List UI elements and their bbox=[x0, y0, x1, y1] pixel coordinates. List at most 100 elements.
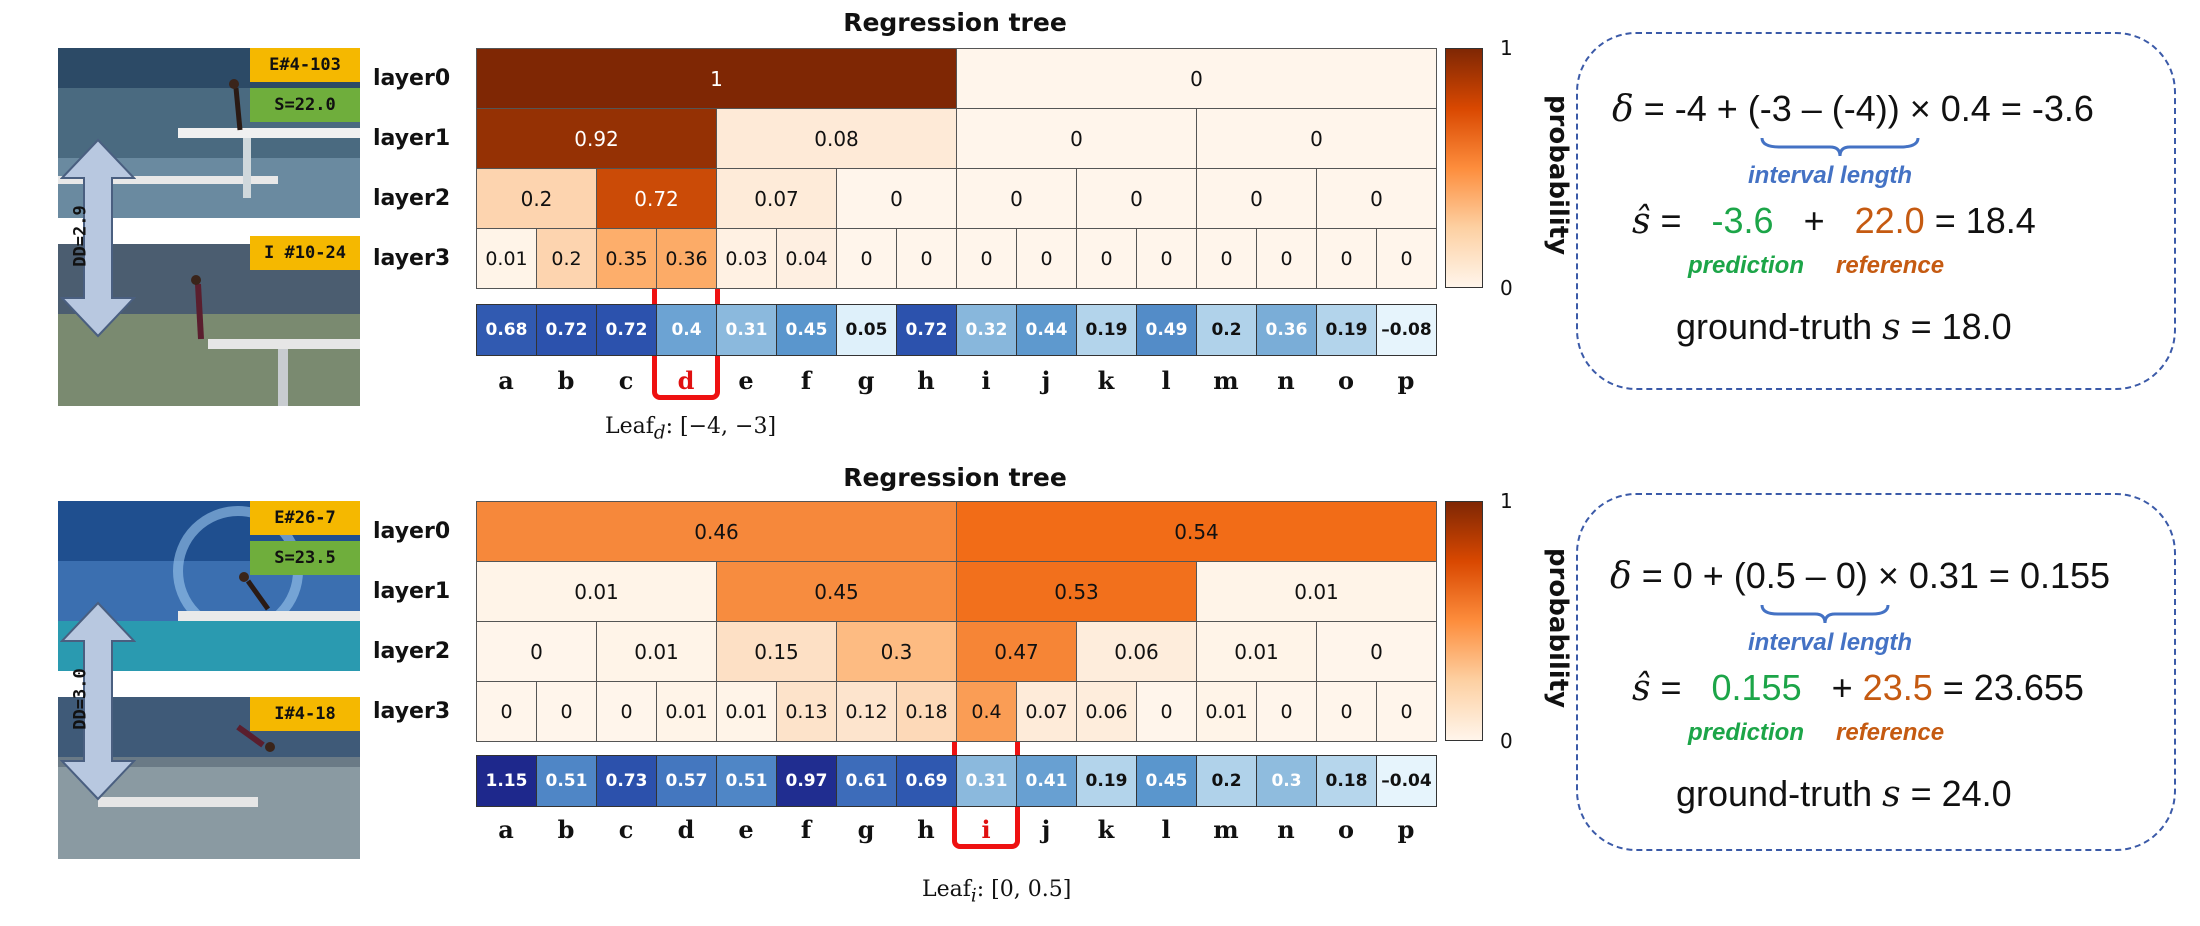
tree-node-cell: 0 bbox=[1316, 681, 1377, 742]
leaf-prediction-cell: –0.04 bbox=[1376, 755, 1437, 807]
leaf-letter: n bbox=[1277, 815, 1295, 844]
layer-label: layer3 bbox=[373, 245, 451, 271]
tree-node-cell: 0.53 bbox=[956, 561, 1197, 622]
leaf-letter: m bbox=[1213, 366, 1239, 395]
calculation-box bbox=[1576, 32, 2176, 390]
leaf-letter: f bbox=[800, 366, 812, 395]
leaf-prediction-cell: 0.45 bbox=[776, 304, 837, 356]
leaf-letter: k bbox=[1097, 366, 1115, 395]
tree-node-cell: 0 bbox=[1136, 228, 1197, 289]
leaf-prediction-cell: 0.61 bbox=[836, 755, 897, 807]
layer-label: layer2 bbox=[373, 185, 451, 211]
tree-title: Regression tree bbox=[843, 8, 1067, 37]
delta-equation: δ = -4 + (-3 – (-4)) × 0.4 = -3.6 bbox=[1612, 88, 2094, 130]
interval-length-label: interval length bbox=[1748, 629, 1913, 656]
layer-label: layer1 bbox=[373, 125, 451, 151]
tree-node-cell: 0.18 bbox=[896, 681, 957, 742]
panel-example-1: E#4-103 S=22.0 I #10-24 DD=2.9 Regressio… bbox=[58, 8, 2176, 443]
leaf-prediction-cell: 0.49 bbox=[1136, 304, 1197, 356]
leaf-prediction-cell: –0.08 bbox=[1376, 304, 1437, 356]
score-equation: ŝ = 0.155 + 23.5 = 23.655 bbox=[1632, 667, 2084, 709]
tree-node-cell: 0.01 bbox=[1196, 561, 1437, 622]
tree-node-cell: 0.01 bbox=[596, 621, 717, 682]
leaf-letter: c bbox=[618, 366, 634, 395]
reference-label: reference bbox=[1836, 719, 1945, 746]
colorbar-label: probability bbox=[1543, 547, 1574, 709]
leaf-interval-caption: Leafi: [0, 0.5] bbox=[922, 877, 1072, 907]
tree-node-cell: 0 bbox=[1316, 621, 1437, 682]
leaf-prediction-cell: 0.31 bbox=[956, 755, 1017, 807]
tree-node-cell: 0 bbox=[1256, 681, 1317, 742]
tree-node-cell: 0.47 bbox=[956, 621, 1077, 682]
leaf-letter: n bbox=[1277, 366, 1295, 395]
leaf-letter: j bbox=[1041, 815, 1051, 844]
tree-node-cell: 0.2 bbox=[476, 168, 597, 229]
colorbar bbox=[1445, 501, 1483, 741]
score-tag: S=22.0 bbox=[250, 88, 360, 122]
leaf-letter: g bbox=[857, 815, 875, 844]
leaf-prediction-cell: 0.05 bbox=[836, 304, 897, 356]
colorbar-min: 0 bbox=[1500, 729, 1513, 753]
input-tag: I#4-18 bbox=[250, 697, 360, 731]
tree-node-cell: 0.04 bbox=[776, 228, 837, 289]
layer-label: layer2 bbox=[373, 638, 451, 664]
leaf-letter: i bbox=[981, 815, 991, 844]
leaf-prediction-cell: 0.72 bbox=[536, 304, 597, 356]
tree-node-cell: 0 bbox=[1196, 168, 1317, 229]
leaf-prediction-cell: 0.72 bbox=[896, 304, 957, 356]
tree-node-cell: 0 bbox=[1376, 228, 1437, 289]
tree-node-cell: 0 bbox=[956, 108, 1197, 169]
tree-node-cell: 0 bbox=[476, 621, 597, 682]
tree-node-cell: 0.06 bbox=[1076, 681, 1137, 742]
exemplar-tag: E#26-7 bbox=[250, 501, 360, 535]
leaf-prediction-cell: 0.73 bbox=[596, 755, 657, 807]
tree-node-cell: 0 bbox=[596, 681, 657, 742]
colorbar bbox=[1445, 48, 1483, 288]
leaf-prediction-cell: 0.51 bbox=[536, 755, 597, 807]
tree-node-cell: 0 bbox=[1136, 681, 1197, 742]
tree-node-cell: 0 bbox=[1196, 108, 1437, 169]
leaf-letter: h bbox=[917, 366, 935, 395]
tree-node-cell: 0 bbox=[1256, 228, 1317, 289]
tree-node-cell: 0.13 bbox=[776, 681, 837, 742]
tree-node-cell: 0 bbox=[1316, 168, 1437, 229]
tree-node-cell: 0.01 bbox=[476, 228, 537, 289]
tree-node-cell: 0.45 bbox=[716, 561, 957, 622]
tree-node-cell: 0.01 bbox=[1196, 681, 1257, 742]
leaf-prediction-cell: 1.15 bbox=[476, 755, 537, 807]
leaf-letter: m bbox=[1213, 815, 1239, 844]
leaf-letter: l bbox=[1161, 815, 1171, 844]
leaf-letter: d bbox=[677, 815, 695, 844]
difficulty-arrow bbox=[60, 138, 136, 338]
leaf-letter: f bbox=[800, 815, 812, 844]
leaf-letter: g bbox=[857, 366, 875, 395]
leaf-letter: d bbox=[677, 366, 695, 395]
difficulty-arrow bbox=[60, 601, 136, 801]
leaf-prediction-cell: 0.45 bbox=[1136, 755, 1197, 807]
colorbar-max: 1 bbox=[1500, 36, 1513, 60]
difficulty-label: DD=2.9 bbox=[70, 205, 91, 267]
leaf-letter: c bbox=[618, 815, 634, 844]
tree-node-cell: 0 bbox=[836, 168, 957, 229]
tree-node-cell: 0 bbox=[1076, 228, 1137, 289]
layer-label: layer1 bbox=[373, 578, 451, 604]
leaf-letter: a bbox=[498, 815, 514, 844]
tree-node-cell: 0.01 bbox=[476, 561, 717, 622]
leaf-prediction-cell: 0.44 bbox=[1016, 304, 1077, 356]
layer-label: layer0 bbox=[373, 65, 451, 91]
leaf-prediction-cell: 0.68 bbox=[476, 304, 537, 356]
tree-node-cell: 0.4 bbox=[956, 681, 1017, 742]
leaf-prediction-cell: 0.36 bbox=[1256, 304, 1317, 356]
leaf-letter: k bbox=[1097, 815, 1115, 844]
leaf-prediction-cell: 0.31 bbox=[716, 304, 777, 356]
tree-node-cell: 0.92 bbox=[476, 108, 717, 169]
tree-node-cell: 0.06 bbox=[1076, 621, 1197, 682]
leaf-prediction-cell: 0.19 bbox=[1076, 755, 1137, 807]
tree-node-cell: 0 bbox=[956, 168, 1077, 229]
interval-brace bbox=[1760, 604, 1890, 624]
exemplar-tag: E#4-103 bbox=[250, 48, 360, 82]
layer-label: layer0 bbox=[373, 518, 451, 544]
tree-node-cell: 0 bbox=[896, 228, 957, 289]
leaf-letter: p bbox=[1397, 815, 1415, 844]
difficulty-label: DD=3.0 bbox=[70, 668, 91, 730]
